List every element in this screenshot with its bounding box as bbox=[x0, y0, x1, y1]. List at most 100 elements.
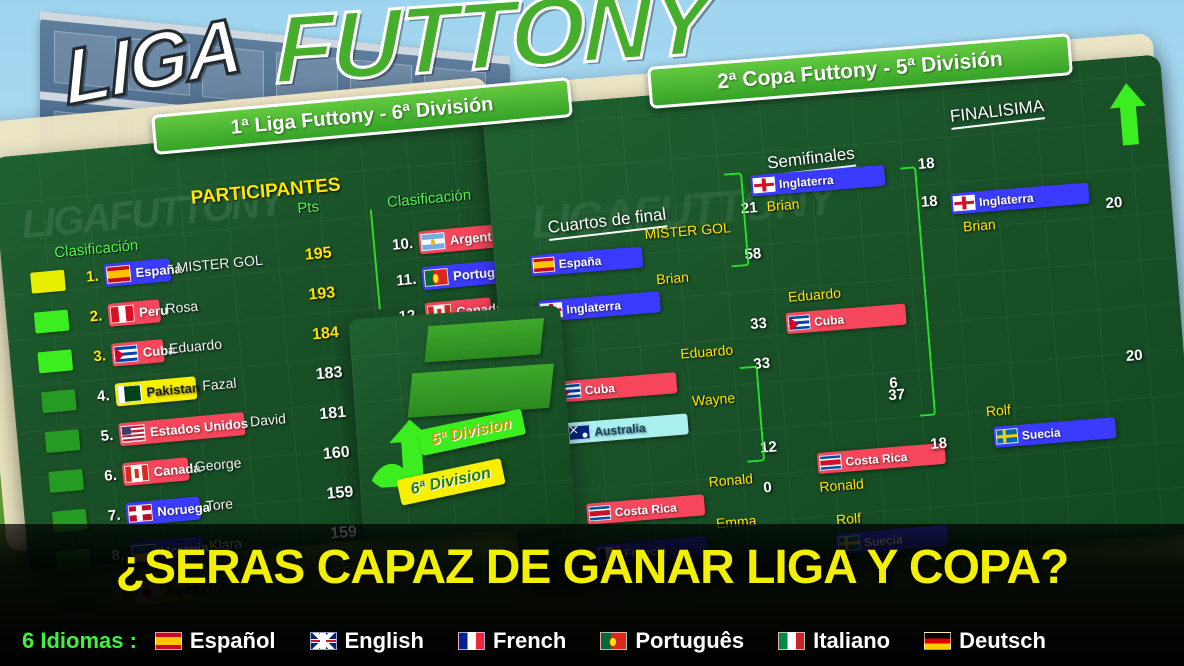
manager-name: Rosa bbox=[164, 297, 199, 317]
flag-icon bbox=[105, 264, 132, 284]
rank-color-square bbox=[48, 468, 85, 493]
country-name: Suecia bbox=[1021, 425, 1062, 443]
manager-name: George bbox=[194, 454, 243, 475]
rank-position: 1. bbox=[85, 267, 100, 286]
manager-name: Eduardo bbox=[679, 341, 734, 362]
manager-name: Brian bbox=[766, 195, 800, 215]
country-name: Noruega bbox=[156, 499, 211, 520]
manager-name: Brian bbox=[655, 268, 690, 288]
winner-arrow-icon bbox=[1110, 83, 1146, 146]
flag-icon bbox=[600, 632, 628, 650]
flag-icon bbox=[588, 504, 612, 522]
language-label: Español bbox=[189, 628, 276, 653]
match-score: 18 bbox=[917, 154, 936, 174]
flag-icon bbox=[109, 304, 135, 324]
liga-col-pts: Pts bbox=[296, 198, 320, 218]
rank-position: 11. bbox=[395, 270, 418, 290]
country-name: Costa Rica bbox=[844, 449, 908, 469]
liga-row[interactable]: 1. España MISTER GOL 195 bbox=[30, 244, 332, 296]
liga-row[interactable]: 10. Argentina bbox=[382, 223, 511, 260]
bracket-team-chip[interactable]: Cuba bbox=[785, 303, 907, 335]
language-label: Português bbox=[635, 628, 745, 653]
country-name: Costa Rica bbox=[614, 500, 678, 519]
country-chip[interactable]: Portugal bbox=[421, 259, 506, 291]
flag-icon bbox=[423, 267, 449, 288]
country-chip[interactable]: Peru bbox=[107, 299, 169, 327]
bracket-team-chip[interactable]: España bbox=[529, 246, 644, 277]
match-score: 18 bbox=[929, 434, 948, 453]
liga-row[interactable]: 5. Estados Unidos David 181 bbox=[44, 404, 347, 455]
manager-name: Brian bbox=[962, 216, 997, 235]
language-option[interactable]: French bbox=[457, 628, 567, 654]
round-label-final: FINALISIMA bbox=[949, 96, 1046, 130]
flag-icon bbox=[113, 344, 139, 364]
bracket-team-chip[interactable]: Cuba bbox=[556, 372, 678, 403]
copa-panel: LIGAFUTTONY Cuartos de final Semifinales… bbox=[480, 31, 1184, 605]
country-name: Inglaterra bbox=[778, 172, 835, 191]
bracket-team-chip[interactable]: Costa Rica bbox=[586, 494, 706, 525]
language-option[interactable]: Deutsch bbox=[924, 628, 1046, 654]
language-label: French bbox=[492, 628, 567, 653]
extra-score: 37 bbox=[887, 385, 906, 405]
liga-row[interactable]: 2. Peru Rosa 193 bbox=[33, 284, 336, 336]
bracket-team-chip[interactable]: Australia bbox=[565, 413, 689, 445]
country-name: Estados Unidos bbox=[149, 415, 249, 440]
flag-icon bbox=[952, 194, 976, 212]
country-name: Pakistan bbox=[145, 379, 201, 400]
flag-icon bbox=[457, 632, 485, 650]
language-label: English bbox=[344, 628, 424, 653]
rank-position: 10. bbox=[391, 235, 414, 254]
country-chip[interactable]: Noruega bbox=[125, 496, 211, 527]
country-name: Australia bbox=[593, 420, 647, 439]
language-label: Italiano bbox=[813, 628, 891, 653]
bracket-connector-qf2 bbox=[739, 365, 766, 463]
liga-row[interactable]: 4. Pakistan Fazal 183 bbox=[41, 364, 343, 415]
flag-icon bbox=[778, 632, 806, 650]
manager-name: Ronald bbox=[818, 475, 865, 495]
rank-position: 6. bbox=[103, 466, 118, 485]
rank-color-square bbox=[33, 309, 70, 334]
bottom-banner: ¿SERAS CAPAZ DE GANAR LIGA Y COPA? 6 Idi… bbox=[0, 524, 1184, 666]
country-chip[interactable]: Cuba bbox=[110, 339, 176, 367]
language-option[interactable]: Español bbox=[154, 628, 276, 654]
country-chip[interactable]: Estados Unidos bbox=[118, 412, 249, 447]
liga-row[interactable]: 6. Canada George 160 bbox=[48, 444, 350, 495]
bracket-team-chip[interactable]: Suecia bbox=[993, 417, 1117, 448]
language-option[interactable]: Português bbox=[600, 628, 744, 654]
liga-row[interactable]: 3. Cuba Eduardo 184 bbox=[37, 324, 340, 375]
match-score: 0 bbox=[762, 478, 773, 497]
manager-name: Tore bbox=[205, 495, 234, 514]
bracket-team-chip[interactable]: Inglaterra bbox=[950, 182, 1090, 215]
liga-row[interactable]: 11. Portugal bbox=[385, 259, 506, 296]
liga-col2-clasificacion: Clasificación bbox=[386, 186, 472, 212]
banner-slogan: ¿SERAS CAPAZ DE GANAR LIGA Y COPA? bbox=[115, 541, 1070, 594]
points-value: 183 bbox=[315, 363, 344, 384]
rank-position: 4. bbox=[96, 387, 111, 406]
manager-name: Fazal bbox=[201, 374, 238, 394]
language-option[interactable]: Italiano bbox=[778, 628, 890, 654]
bracket-team-chip[interactable]: Costa Rica bbox=[816, 442, 946, 475]
country-chip[interactable]: Canada bbox=[121, 457, 201, 487]
flag-icon bbox=[154, 632, 182, 650]
country-name: Inglaterra bbox=[565, 297, 622, 317]
flag-icon bbox=[116, 384, 143, 404]
flag-icon bbox=[924, 632, 952, 650]
language-label: Deutsch bbox=[959, 628, 1046, 653]
language-items: Español English French Português Italian… bbox=[154, 628, 1080, 654]
match-score: 33 bbox=[749, 314, 768, 333]
rank-color-square bbox=[44, 429, 81, 454]
flag-icon bbox=[127, 503, 154, 523]
points-value: 184 bbox=[311, 324, 340, 344]
language-option[interactable]: English bbox=[309, 628, 424, 654]
pyramid-step-1 bbox=[424, 318, 545, 363]
country-chip[interactable]: Pakistan bbox=[114, 376, 201, 407]
country-chip[interactable]: España bbox=[103, 258, 182, 287]
country-name: España bbox=[558, 253, 602, 271]
flag-icon bbox=[309, 632, 337, 650]
rank-position: 3. bbox=[92, 347, 107, 366]
country-name: Inglaterra bbox=[978, 190, 1035, 209]
flag-icon bbox=[124, 463, 150, 484]
points-value: 181 bbox=[318, 403, 347, 424]
rank-position: 5. bbox=[99, 426, 114, 446]
manager-name: Ronald bbox=[708, 470, 754, 490]
